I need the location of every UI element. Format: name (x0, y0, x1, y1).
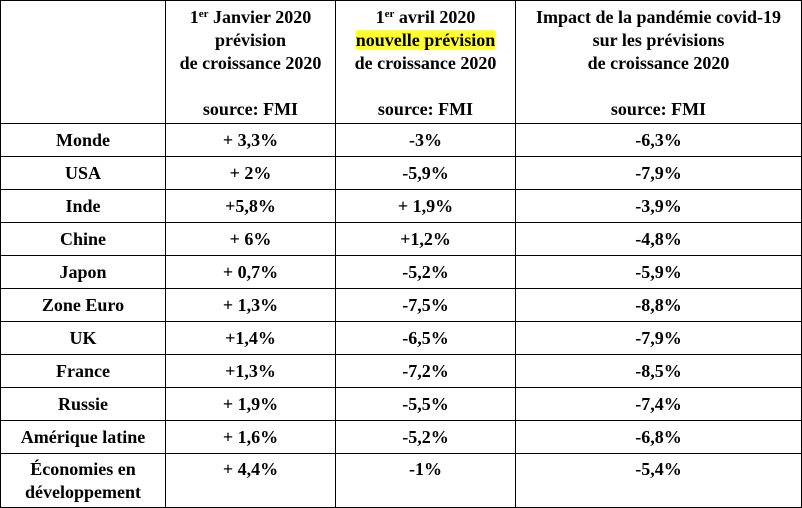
table-row: Monde + 3,3% -3% -6,3% (0, 123, 802, 157)
region-cell: Inde (0, 189, 166, 223)
impact-cell: -8,8% (515, 288, 802, 322)
header-impact: Impact de la pandémie covid-19 sur les p… (515, 0, 802, 124)
impact-cell: -7,9% (515, 321, 802, 355)
january-forecast-cell: +5,8% (165, 189, 336, 223)
table-row: Amérique latine + 1,6% -5,2% -6,8% (0, 420, 802, 454)
april-forecast-cell: -7,2% (335, 354, 516, 388)
april-forecast-cell: -5,2% (335, 420, 516, 454)
region-line2: développement (25, 482, 141, 502)
region-cell: UK (0, 321, 166, 355)
header-april-forecast: 1er avril 2020 nouvelle prévision de cro… (335, 0, 516, 124)
header-row: 1er Janvier 2020 prévision de croissance… (0, 0, 802, 124)
header-january-line2: prévision (214, 30, 286, 50)
april-forecast-cell: -5,2% (335, 255, 516, 289)
impact-cell: -6,8% (515, 420, 802, 454)
table-row: Russie + 1,9% -5,5% -7,4% (0, 387, 802, 421)
header-april-source: source: FMI (377, 99, 474, 119)
january-forecast-cell: +1,3% (165, 354, 336, 388)
april-forecast-cell: -7,5% (335, 288, 516, 322)
table-row: Économies en développement + 4,4% -1% -5… (0, 453, 802, 508)
april-forecast-cell: -6,5% (335, 321, 516, 355)
table-row: Japon + 0,7% -5,2% -5,9% (0, 255, 802, 289)
january-forecast-cell: + 1,9% (165, 387, 336, 421)
april-forecast-cell: -3% (335, 123, 516, 157)
january-forecast-cell: + 2% (165, 156, 336, 190)
table-row: USA + 2% -5,9% -7,9% (0, 156, 802, 190)
january-forecast-cell: + 3,3% (165, 123, 336, 157)
january-forecast-cell: + 4,4% (165, 453, 336, 508)
header-empty-cell (0, 0, 166, 124)
header-impact-line3: de croissance 2020 (587, 53, 730, 73)
impact-cell: -5,4% (515, 453, 802, 508)
header-january-line3: de croissance 2020 (179, 53, 322, 73)
region-cell: USA (0, 156, 166, 190)
january-forecast-cell: + 6% (165, 222, 336, 256)
region-line1: Économies en (30, 459, 136, 479)
region-cell: Amérique latine (0, 420, 166, 454)
impact-cell: -7,4% (515, 387, 802, 421)
table-row: Chine + 6% +1,2% -4,8% (0, 222, 802, 256)
january-forecast-cell: +1,4% (165, 321, 336, 355)
april-forecast-cell: -5,9% (335, 156, 516, 190)
april-forecast-cell: -1% (335, 453, 516, 508)
header-impact-source: source: FMI (610, 99, 707, 119)
region-cell: Monde (0, 123, 166, 157)
header-impact-line2: sur les prévisions (592, 30, 725, 50)
impact-cell: -3,9% (515, 189, 802, 223)
region-cell: Russie (0, 387, 166, 421)
region-cell: Économies en développement (0, 453, 166, 508)
region-cell: France (0, 354, 166, 388)
header-impact-line1: Impact de la pandémie covid-19 (536, 7, 781, 27)
january-forecast-cell: + 1,6% (165, 420, 336, 454)
april-forecast-cell: + 1,9% (335, 189, 516, 223)
january-forecast-cell: + 1,3% (165, 288, 336, 322)
region-cell: Japon (0, 255, 166, 289)
impact-cell: -4,8% (515, 222, 802, 256)
april-forecast-cell: -5,5% (335, 387, 516, 421)
table-row: UK +1,4% -6,5% -7,9% (0, 321, 802, 355)
header-april-highlighted-label: nouvelle prévision (355, 30, 496, 50)
impact-cell: -8,5% (515, 354, 802, 388)
table-row: Zone Euro + 1,3% -7,5% -8,8% (0, 288, 802, 322)
header-january-source: source: FMI (202, 99, 299, 119)
header-january-forecast: 1er Janvier 2020 prévision de croissance… (165, 0, 336, 124)
january-forecast-cell: + 0,7% (165, 255, 336, 289)
impact-cell: -5,9% (515, 255, 802, 289)
header-april-line3: de croissance 2020 (354, 53, 497, 73)
header-april-date: 1er avril 2020 (375, 7, 476, 27)
table-row: Inde +5,8% + 1,9% -3,9% (0, 189, 802, 223)
header-january-date: 1er Janvier 2020 (189, 7, 312, 27)
table-row: France +1,3% -7,2% -8,5% (0, 354, 802, 388)
region-cell: Zone Euro (0, 288, 166, 322)
impact-cell: -7,9% (515, 156, 802, 190)
april-forecast-cell: +1,2% (335, 222, 516, 256)
impact-cell: -6,3% (515, 123, 802, 157)
region-cell: Chine (0, 222, 166, 256)
